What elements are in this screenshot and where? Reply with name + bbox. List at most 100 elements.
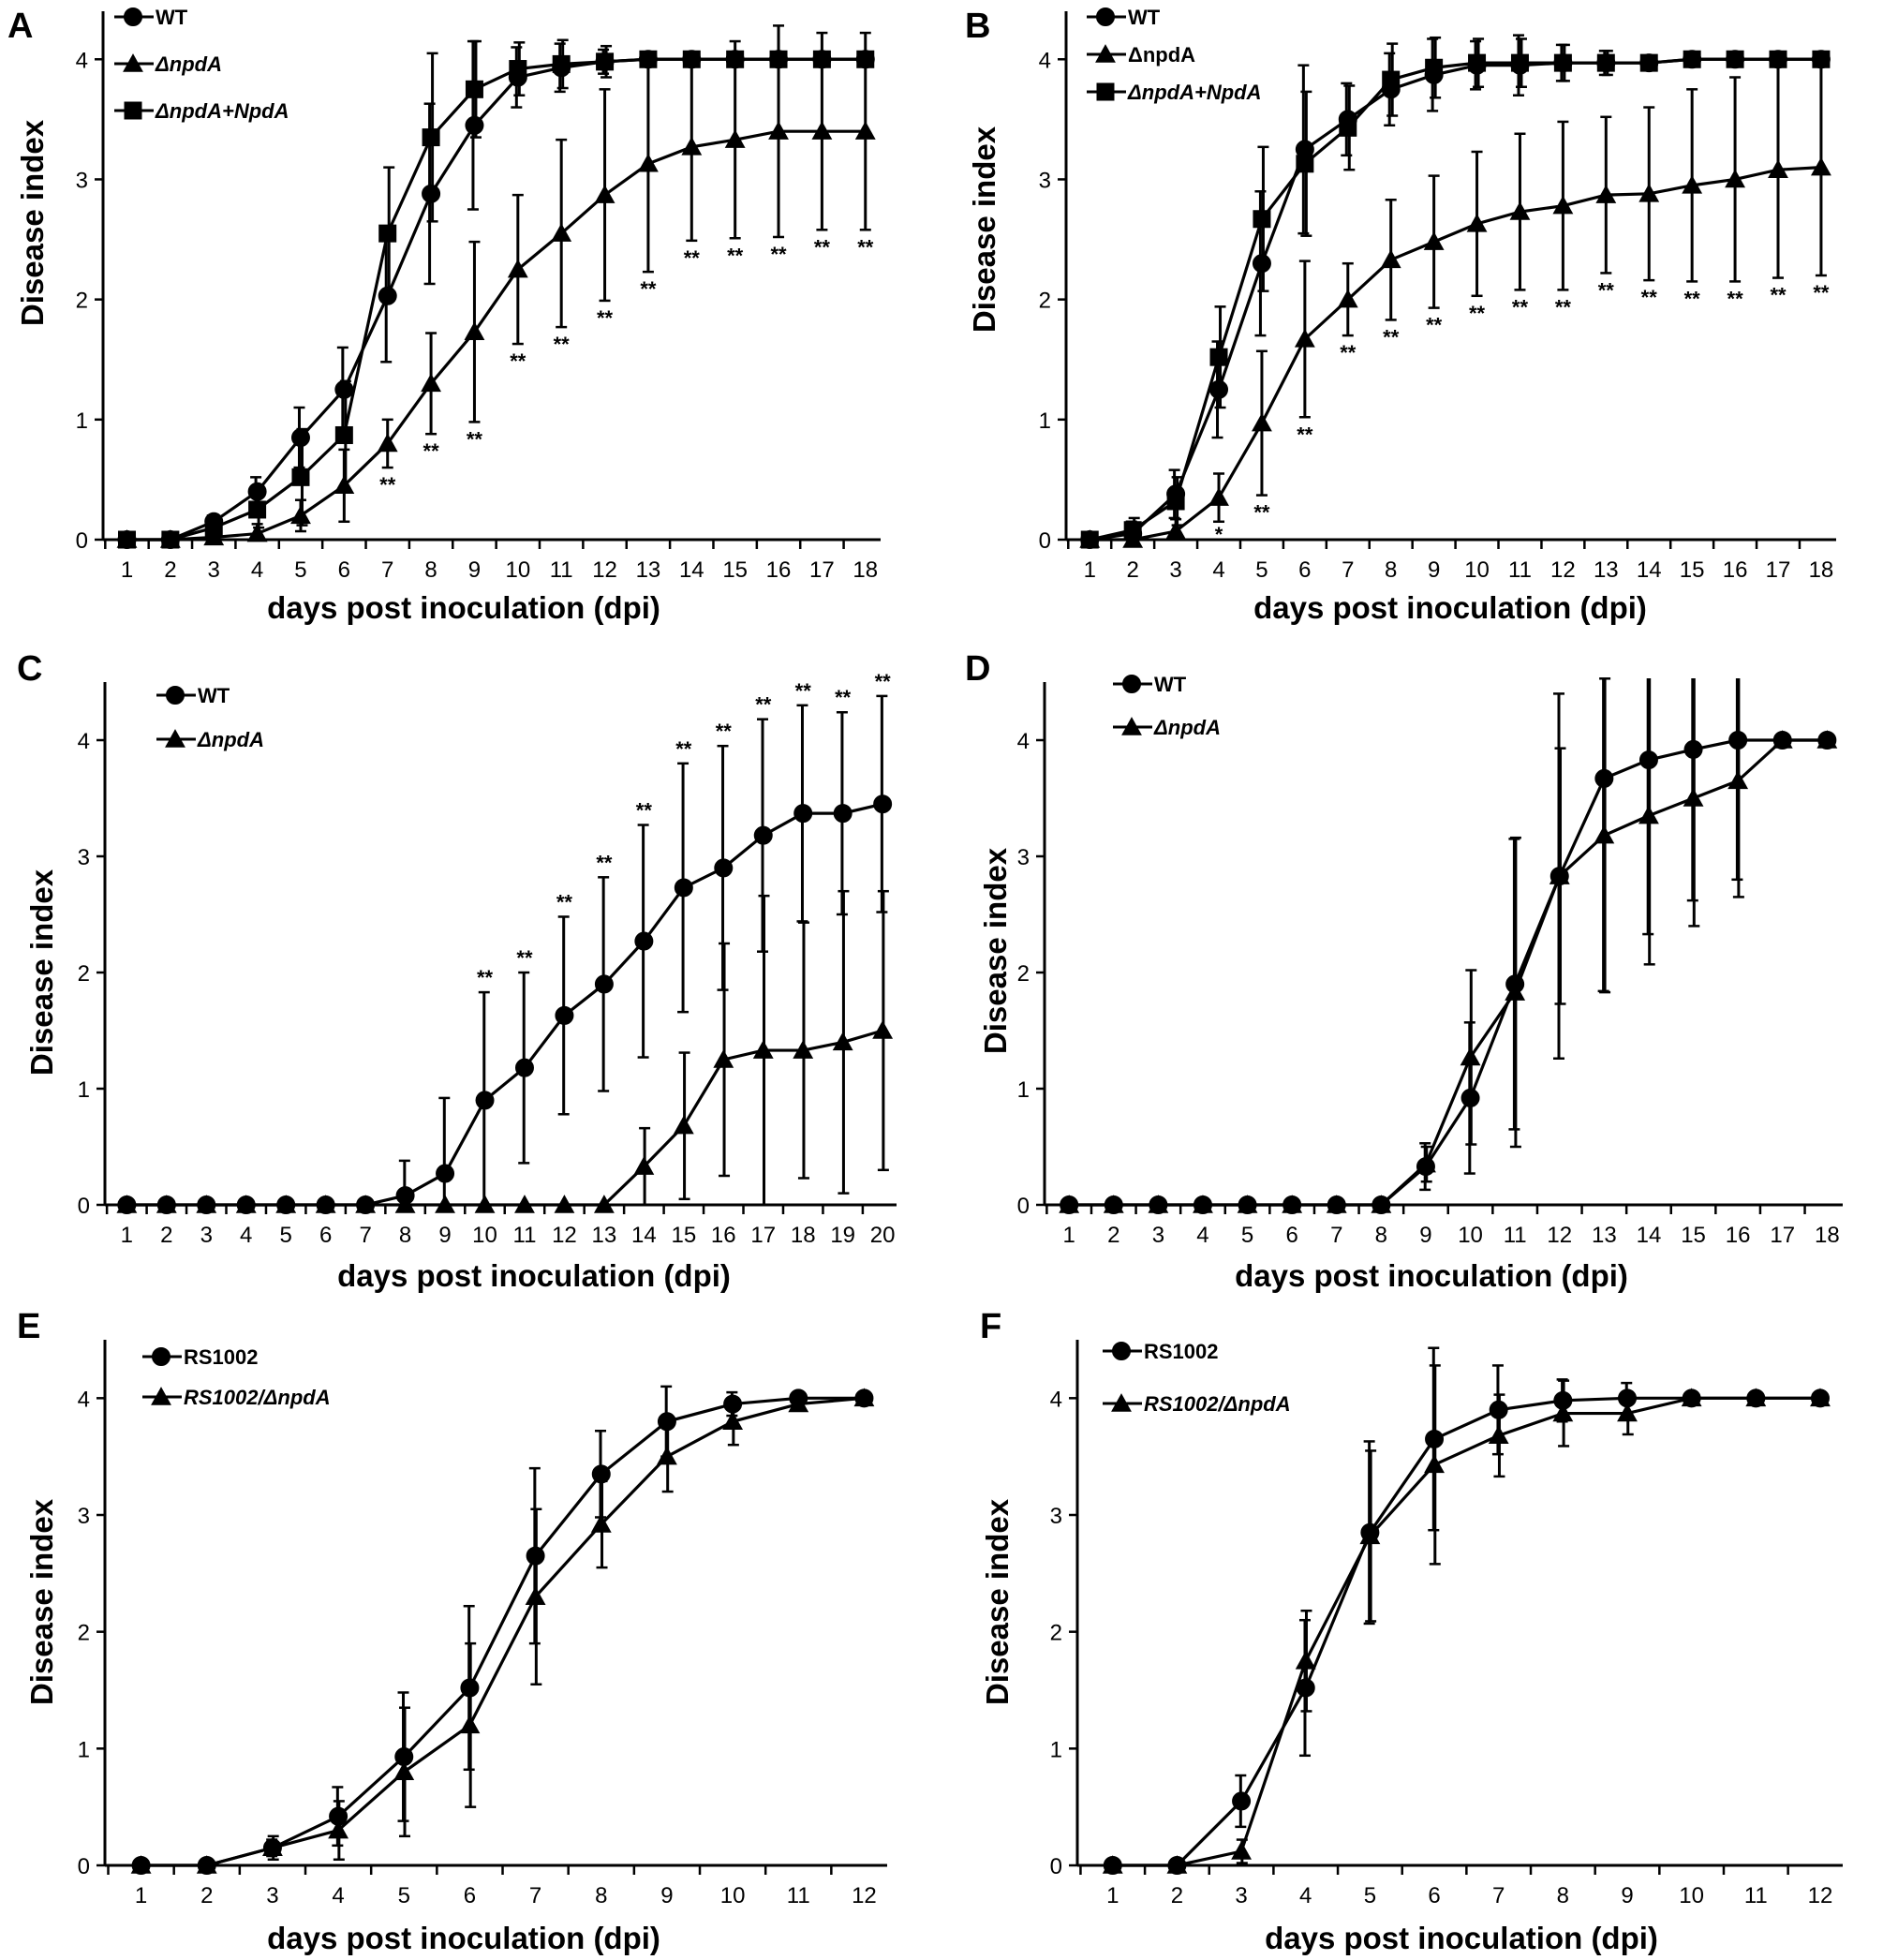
y-axis-title: Disease index	[980, 1498, 1015, 1705]
data-point	[196, 1855, 217, 1874]
y-tick-label: 2	[78, 1621, 90, 1646]
legend-marker	[1096, 82, 1115, 101]
data-point	[1468, 53, 1487, 72]
data-point	[1505, 982, 1526, 1001]
series-triangle	[1102, 1364, 1831, 1874]
significance-marker: **	[1253, 501, 1270, 525]
legend-marker	[152, 1347, 171, 1366]
x-tick-label: 15	[671, 1223, 696, 1248]
x-tick-label: 4	[1196, 1223, 1208, 1248]
x-tick-label: 1	[121, 557, 133, 583]
data-point	[812, 50, 831, 68]
panel-letter: F	[980, 1307, 1001, 1346]
x-tick-label: 9	[660, 1883, 673, 1908]
x-axis-title: days post inoculation (dpi)	[267, 1921, 660, 1955]
x-axis-title: days post inoculation (dpi)	[1253, 590, 1647, 625]
data-point	[1380, 249, 1401, 269]
data-point	[474, 1195, 496, 1213]
legend: WT ΔnpdA	[156, 684, 264, 751]
legend-label: ΔnpdA	[1128, 43, 1195, 67]
significance-marker: **	[795, 679, 812, 703]
data-point	[788, 1393, 809, 1413]
x-tick-label: 17	[750, 1223, 776, 1248]
legend-label: ΔnpdA	[197, 728, 264, 751]
data-point	[355, 1195, 377, 1213]
x-tick-label: 10	[1458, 1223, 1483, 1248]
legend-label: WT	[156, 6, 188, 29]
data-point	[1382, 70, 1401, 89]
data-point	[421, 373, 442, 393]
data-point	[514, 1058, 534, 1077]
data-point	[378, 224, 397, 243]
significance-marker: **	[640, 277, 657, 301]
significance-marker: **	[510, 349, 526, 373]
data-point	[1296, 155, 1314, 173]
legend-label: WT	[1154, 673, 1187, 696]
series-line	[1069, 738, 1828, 1207]
data-point	[726, 50, 745, 68]
legend-marker	[124, 101, 142, 120]
legend-label: WT	[198, 684, 230, 707]
x-tick-label: 4	[251, 557, 263, 583]
data-point	[1683, 50, 1701, 68]
series-line	[1112, 1396, 1820, 1867]
legend-label: RS1002/ΔnpdA	[184, 1386, 331, 1409]
series-line	[1112, 1396, 1820, 1867]
x-axis-title: days post inoculation (dpi)	[267, 590, 660, 625]
series-line	[1090, 166, 1822, 542]
y-tick-label: 2	[78, 961, 90, 987]
y-tick-label: 4	[76, 48, 88, 73]
x-tick-label: 4	[332, 1883, 344, 1908]
y-tick-label: 1	[1017, 1077, 1030, 1103]
data-point	[1282, 1195, 1303, 1213]
data-point	[1339, 118, 1357, 137]
series-circle	[131, 1385, 874, 1875]
y-tick-label: 0	[1050, 1854, 1062, 1879]
series-triangle	[116, 889, 894, 1213]
data-point	[722, 1411, 744, 1431]
x-tick-label: 11	[1744, 1883, 1768, 1908]
data-point	[315, 1195, 336, 1213]
series-line	[1089, 57, 1821, 542]
y-axis-title: Disease index	[24, 1498, 59, 1705]
data-point	[1123, 521, 1142, 540]
x-tick-label: 18	[791, 1223, 816, 1248]
data-point	[594, 974, 614, 994]
x-tick-label: 5	[294, 557, 306, 583]
y-tick-label: 4	[78, 1387, 90, 1412]
y-tick-label: 0	[76, 528, 88, 554]
significance-marker: **	[556, 890, 573, 913]
significance-marker: **	[770, 243, 787, 266]
significance-marker: **	[857, 235, 874, 259]
x-tick-label: 7	[381, 557, 393, 583]
data-point	[435, 1195, 455, 1213]
x-tick-label: 7	[1492, 1883, 1505, 1908]
legend-label: RS1002/ΔnpdA	[1144, 1392, 1291, 1416]
x-tick-label: 2	[164, 557, 176, 583]
series-circle	[1060, 678, 1837, 1214]
x-axis-title: days post inoculation (dpi)	[1235, 1258, 1628, 1293]
data-point	[634, 931, 654, 951]
x-tick-label: 5	[280, 1223, 292, 1248]
y-axis-title: Disease index	[24, 869, 59, 1076]
data-point	[334, 425, 353, 444]
x-tick-label: 7	[1342, 557, 1354, 583]
data-point	[793, 804, 813, 824]
y-tick-label: 1	[78, 1077, 90, 1103]
y-tick-label: 4	[78, 729, 90, 754]
data-point	[393, 1761, 415, 1781]
x-tick-label: 10	[472, 1223, 497, 1248]
panel-letter: B	[965, 7, 990, 46]
data-point	[1148, 1195, 1169, 1213]
data-point	[459, 1715, 481, 1734]
data-point	[1466, 213, 1488, 232]
data-point	[1617, 1403, 1638, 1422]
data-point	[1638, 183, 1660, 202]
data-point	[854, 121, 876, 140]
x-tick-label: 18	[1815, 1223, 1840, 1248]
data-point	[638, 153, 659, 172]
data-point	[1059, 1195, 1080, 1213]
data-point	[1166, 492, 1185, 511]
